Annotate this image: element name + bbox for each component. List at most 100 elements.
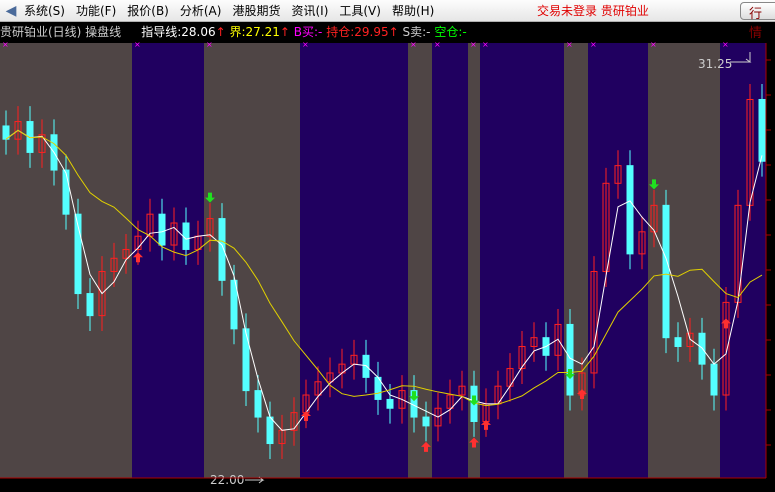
candle-body <box>662 204 670 339</box>
menu-tools[interactable]: 工具(V) <box>339 4 381 18</box>
menu-help[interactable]: 帮助(H) <box>391 4 435 18</box>
band-purple <box>132 43 204 478</box>
bound-value: 界:27.21 <box>229 25 280 39</box>
menu-hk-futures[interactable]: 港股期货 <box>232 4 281 18</box>
candle-body <box>518 345 526 370</box>
candle-body <box>74 213 82 295</box>
candle-body <box>446 394 454 409</box>
signal-marker: × <box>302 40 309 49</box>
candle-body <box>122 248 130 259</box>
signal-marker: × <box>590 40 597 49</box>
high-price-label: 31.25 <box>698 57 732 71</box>
candle-body <box>422 416 430 427</box>
sell-arrow-icon <box>649 179 659 190</box>
candle-body <box>458 385 466 396</box>
candle-body <box>230 279 238 330</box>
band-gray <box>564 43 588 478</box>
candle-body <box>650 204 658 233</box>
band-gray <box>204 43 300 478</box>
candle-body <box>266 416 274 445</box>
signal-marker: × <box>410 40 417 49</box>
candle-body <box>290 412 298 431</box>
sell-arrow-icon <box>565 369 575 380</box>
candle-body <box>362 354 370 378</box>
candle-body <box>434 407 442 427</box>
candle-body <box>722 301 730 396</box>
band-gray <box>0 43 132 478</box>
up-arrow-icon: ↑ <box>388 25 399 39</box>
candle-body <box>62 169 70 215</box>
buy-arrow-icon <box>133 252 143 263</box>
menu-function[interactable]: 功能(F) <box>75 4 117 18</box>
candle-body <box>242 328 250 392</box>
candle-body <box>98 271 106 317</box>
sell-value: S卖:- <box>402 25 431 39</box>
buy-arrow-icon <box>721 318 731 329</box>
menu-bar: ◀ 系统(S) 功能(F) 报价(B) 分析(A) 港股期货 资讯(I) 工具(… <box>0 0 775 41</box>
signal-marker: × <box>482 40 489 49</box>
menu-quote[interactable]: 报价(B) <box>127 4 169 18</box>
guide-line-value: 指导线:28.06 <box>141 25 216 39</box>
candle-body <box>86 293 94 317</box>
chart-title: 贵研铂业(日线) 操盘线 <box>0 25 122 39</box>
menu-system[interactable]: 系统(S) <box>24 4 65 18</box>
low-price-label: 22.00 <box>210 473 244 487</box>
candle-body <box>710 363 718 396</box>
buy-arrow-icon <box>301 411 311 422</box>
login-status: 交易未登录 贵研铂业 <box>537 4 649 18</box>
up-arrow-icon: ↑ <box>279 25 290 39</box>
indicator-bar: 贵研铂业(日线) 操盘线 指导线:28.06↑ 界:27.21↑ B买:- 持仓:… <box>0 23 775 41</box>
sell-arrow-icon <box>409 391 419 402</box>
buy-arrow-icon <box>421 441 431 452</box>
band-purple <box>588 43 648 478</box>
menu-info[interactable]: 资讯(I) <box>291 4 329 18</box>
candle-body <box>602 182 610 273</box>
sell-arrow-icon <box>469 395 479 406</box>
candle-body <box>14 121 22 140</box>
signal-marker: × <box>134 40 141 49</box>
empty-value: 空仓:- <box>434 25 467 39</box>
signal-marker: × <box>470 40 477 49</box>
band-gray <box>648 43 720 478</box>
high-pointer-icon <box>730 52 752 63</box>
candle-body <box>638 231 646 255</box>
signal-marker: × <box>2 40 9 49</box>
candle-body <box>530 337 538 347</box>
candle-body <box>206 218 214 237</box>
band-purple <box>300 43 408 478</box>
candle-body <box>158 213 166 246</box>
candle-body <box>314 381 322 396</box>
candle-body <box>674 337 682 347</box>
sell-arrow-icon <box>205 192 215 203</box>
candle-body <box>614 165 622 184</box>
candle-body <box>590 271 598 374</box>
candle-body <box>218 218 226 281</box>
ma-long-line <box>5 129 763 407</box>
candle-body <box>182 222 190 250</box>
candle-body <box>626 165 634 255</box>
candle-body <box>110 257 118 273</box>
candle-body <box>134 235 142 250</box>
buy-arrow-icon <box>481 419 491 430</box>
signal-marker: × <box>650 40 657 49</box>
buy-arrow-icon <box>577 388 587 399</box>
ma-short-line <box>5 129 763 431</box>
buy-value: B买:- <box>293 25 323 39</box>
menu-analysis[interactable]: 分析(A) <box>179 4 222 18</box>
candle-body <box>686 332 694 347</box>
candle-body <box>254 390 262 418</box>
candle-body <box>758 98 766 162</box>
quote-button[interactable]: 行 情 <box>740 2 775 41</box>
candle-body <box>326 372 334 383</box>
app-logo-icon[interactable]: ◀ <box>5 2 17 19</box>
signal-marker: × <box>206 40 213 49</box>
candle-body <box>554 323 562 356</box>
candle-body <box>398 390 406 409</box>
buy-arrow-icon <box>469 437 479 448</box>
candle-body <box>170 222 178 246</box>
signal-marker: × <box>434 40 441 49</box>
hold-value: 持仓:29.95 <box>326 25 389 39</box>
candle-body <box>386 398 394 409</box>
band-purple <box>480 43 564 478</box>
